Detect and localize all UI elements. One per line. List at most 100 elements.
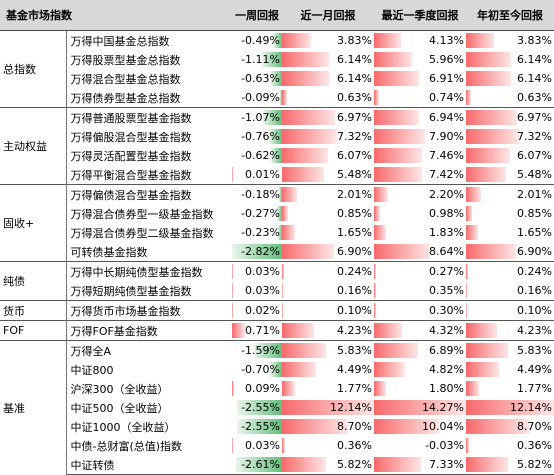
data-bar xyxy=(232,323,245,338)
return-value: 6.89% xyxy=(429,344,466,357)
return-value: 0.24% xyxy=(337,265,374,278)
table-row: 主动权益万得普通股票型基金指数-1.07%6.97%6.94%6.97% xyxy=(0,108,554,128)
ytd-return-cell: 6.90% xyxy=(466,242,554,262)
index-name-cell: 万得偏股混合型基金指数 xyxy=(66,127,232,146)
data-bar xyxy=(282,206,288,221)
table-row: 固收+万得偏债混合型基金指数-0.18%2.01%2.20%2.01% xyxy=(0,185,554,205)
ytd-return-cell: 0.36% xyxy=(466,436,554,455)
week-return-cell: -1.07% xyxy=(232,108,282,128)
ytd-return-cell: 0.24% xyxy=(466,262,554,282)
table-row: 沪深300（全收益）0.09%1.77%1.80%1.77% xyxy=(0,379,554,398)
return-value: 5.48% xyxy=(517,168,554,181)
month-return-cell: 0.85% xyxy=(282,204,374,223)
month-return-cell: 7.32% xyxy=(282,127,374,146)
return-value: 10.04% xyxy=(422,420,466,433)
week-return-cell: -0.09% xyxy=(232,88,282,108)
return-value: 4.49% xyxy=(337,363,374,376)
data-bar xyxy=(466,381,479,396)
data-bar xyxy=(282,129,337,144)
data-bar xyxy=(466,187,481,202)
week-return-cell: -1.11% xyxy=(232,50,282,69)
month-return-cell: 4.49% xyxy=(282,360,374,379)
quarter-return-cell: 14.27% xyxy=(374,398,466,417)
table-row: 中证1000（全收益）-2.55%8.70%10.04%8.70% xyxy=(0,417,554,436)
data-bar xyxy=(282,71,329,86)
index-name-cell: 万得货币市场基金指数 xyxy=(66,301,232,321)
return-value: 6.14% xyxy=(517,72,554,85)
quarter-return-cell: 10.04% xyxy=(374,417,466,436)
quarter-return-cell: 7.33% xyxy=(374,455,466,475)
return-value: 6.14% xyxy=(337,53,374,66)
data-bar xyxy=(466,343,508,358)
data-bar xyxy=(282,264,284,279)
ytd-return-cell: 6.14% xyxy=(466,69,554,88)
return-value: 7.46% xyxy=(429,149,466,162)
return-value: 0.27% xyxy=(429,265,466,278)
return-value: 5.83% xyxy=(517,344,554,357)
month-return-cell: 6.14% xyxy=(282,69,374,88)
data-bar xyxy=(374,264,376,279)
data-bar xyxy=(374,71,419,86)
return-value: 14.27% xyxy=(422,401,466,414)
index-name-cell: 万得平衡混合型基金指数 xyxy=(66,165,232,185)
data-bar xyxy=(282,438,285,453)
data-bar xyxy=(374,225,386,240)
category-cell: 货币 xyxy=(0,301,66,321)
data-bar xyxy=(374,110,419,125)
month-return-cell: 6.14% xyxy=(282,50,374,69)
return-value: -0.49% xyxy=(241,34,282,47)
return-value: 0.10% xyxy=(337,304,374,317)
data-bar xyxy=(374,323,402,338)
return-value: 1.65% xyxy=(517,226,554,239)
table-row: 万得股票型基金总指数-1.11%6.14%5.96%6.14% xyxy=(0,50,554,69)
return-value: -0.70% xyxy=(241,363,282,376)
data-bar xyxy=(466,225,478,240)
return-value: 5.96% xyxy=(429,53,466,66)
return-value: 6.14% xyxy=(337,72,374,85)
return-value: 0.09% xyxy=(245,382,282,395)
return-value: 4.23% xyxy=(337,324,374,337)
return-value: -0.63% xyxy=(241,72,282,85)
return-value: -0.62% xyxy=(241,149,282,162)
index-name-cell: 万得混合型基金总指数 xyxy=(66,69,232,88)
return-value: 0.63% xyxy=(517,91,554,104)
data-bar xyxy=(282,362,316,377)
table-row: 中证500（全收益）-2.55%12.14%14.27%12.14% xyxy=(0,398,554,417)
week-return-cell: -2.82% xyxy=(232,242,282,262)
quarter-return-cell: 4.32% xyxy=(374,321,466,341)
data-bar xyxy=(466,148,510,163)
table-row: 中证800-0.70%4.49%4.82%4.49% xyxy=(0,360,554,379)
data-bar xyxy=(466,167,506,182)
week-return-cell: -0.23% xyxy=(232,223,282,242)
quarter-return-cell: 0.74% xyxy=(374,88,466,108)
return-value: 5.82% xyxy=(517,458,554,471)
data-bar xyxy=(466,52,511,67)
header-month-return: 近一月回报 xyxy=(282,0,374,31)
return-value: 6.97% xyxy=(517,111,554,124)
table-row: 万得灵活配置型基金指数-0.62%6.07%7.46%6.07% xyxy=(0,146,554,165)
ytd-return-cell: 5.48% xyxy=(466,165,554,185)
return-value: 0.16% xyxy=(517,284,554,297)
data-bar xyxy=(466,206,472,221)
return-value: 5.48% xyxy=(337,168,374,181)
quarter-return-cell: 5.96% xyxy=(374,50,466,69)
data-bar xyxy=(374,457,421,472)
return-value: 4.49% xyxy=(517,363,554,376)
data-bar xyxy=(466,90,471,105)
return-value: 8.64% xyxy=(429,245,466,258)
quarter-return-cell: -0.03% xyxy=(374,436,466,455)
week-return-cell: -1.59% xyxy=(232,341,282,361)
week-return-cell: -2.61% xyxy=(232,455,282,475)
data-bar xyxy=(466,457,508,472)
ytd-return-cell: 5.82% xyxy=(466,455,554,475)
return-value: -2.61% xyxy=(241,458,282,471)
return-value: 0.36% xyxy=(517,439,554,452)
return-value: 1.77% xyxy=(337,382,374,395)
return-value: 6.97% xyxy=(337,111,374,124)
ytd-return-cell: 0.85% xyxy=(466,204,554,223)
return-value: 4.13% xyxy=(429,34,466,47)
data-bar xyxy=(282,33,311,48)
return-value: 7.90% xyxy=(429,130,466,143)
